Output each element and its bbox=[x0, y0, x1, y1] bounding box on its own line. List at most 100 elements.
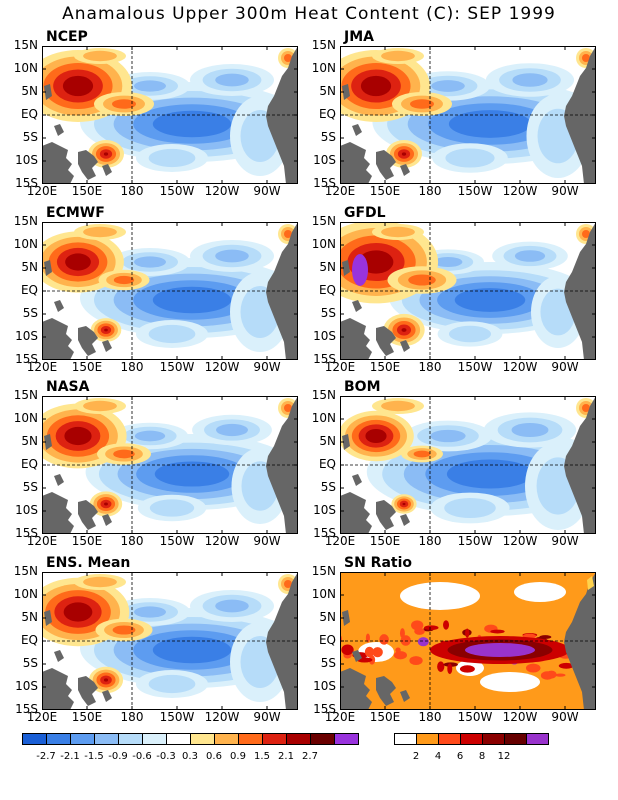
lat-label: EQ bbox=[20, 283, 38, 297]
colorbar-label: 2.1 bbox=[278, 751, 294, 762]
lat-label: 15N bbox=[311, 38, 336, 52]
lat-label: 15S bbox=[313, 702, 336, 716]
colorbar-label: 2 bbox=[412, 751, 420, 762]
lon-label: 180 bbox=[418, 360, 442, 374]
lon-label: 120W bbox=[502, 360, 538, 374]
lon-label: 150E bbox=[369, 710, 401, 724]
lat-label: 10N bbox=[13, 237, 38, 251]
lat-label: 10S bbox=[313, 329, 336, 343]
lat-label: EQ bbox=[318, 457, 336, 471]
colorbar-label: 1.5 bbox=[254, 751, 270, 762]
lat-label: 10S bbox=[313, 679, 336, 693]
lon-label: 150E bbox=[71, 360, 103, 374]
map-panel-ncep: NCEP 15N 10N 5N EQ 5S 10S 15S 120E 150E 180 150W 120… bbox=[2, 29, 302, 202]
map-panel-ecmwf: ECMWF 15N 10N 5N EQ 5S 10S 15S 120E 150E 180 150W 12… bbox=[2, 205, 302, 378]
colorbar-swatch bbox=[214, 733, 239, 745]
lon-label: 150W bbox=[457, 710, 493, 724]
lat-label: 15S bbox=[15, 702, 38, 716]
lat-label: 5N bbox=[21, 434, 38, 448]
colorbar-swatch bbox=[46, 733, 71, 745]
lon-label: 120E bbox=[324, 710, 356, 724]
lat-label: 10N bbox=[13, 61, 38, 75]
lat-label: 10N bbox=[311, 237, 336, 251]
lon-label: 120W bbox=[502, 534, 538, 548]
lon-label: 90W bbox=[253, 710, 281, 724]
colorbar-swatch bbox=[94, 733, 119, 745]
colorbar-label: -2.1 bbox=[60, 751, 80, 762]
lat-label: 15N bbox=[311, 388, 336, 402]
colorbar-label: -2.7 bbox=[36, 751, 56, 762]
lat-label: EQ bbox=[318, 107, 336, 121]
colorbar-swatch bbox=[460, 733, 483, 745]
colorbar-swatch bbox=[286, 733, 311, 745]
colorbar-label: 8 bbox=[478, 751, 486, 762]
map-panel-jma: JMA 15N 10N 5N EQ 5S 10S 15S 120E 150E 180 150W 120W… bbox=[300, 29, 600, 202]
lon-label: 120E bbox=[324, 360, 356, 374]
lon-label: 180 bbox=[120, 360, 144, 374]
panel-title: BOM bbox=[344, 379, 381, 395]
panel-title: ENS. Mean bbox=[46, 555, 131, 571]
lon-label: 120E bbox=[324, 534, 356, 548]
lat-label: 5S bbox=[22, 130, 38, 144]
map-frame bbox=[42, 46, 298, 184]
lat-label: 15N bbox=[13, 388, 38, 402]
lon-label: 180 bbox=[120, 184, 144, 198]
lat-label: 5S bbox=[320, 656, 336, 670]
colorbar-swatch bbox=[22, 733, 47, 745]
map-panel-gfdl: GFDL 15N 10N 5N EQ 5S 10S 15S 120E 150E 180 150W 120… bbox=[300, 205, 600, 378]
lat-label: 5S bbox=[22, 656, 38, 670]
lon-label: 150E bbox=[71, 534, 103, 548]
colorbar-label: 12 bbox=[497, 751, 511, 762]
colorbar-swatch bbox=[262, 733, 287, 745]
map-panel-sn-ratio: SN Ratio 15N 10N 5N EQ 5S 10S 15S 120E 150E 180 150… bbox=[300, 555, 600, 728]
lon-label: 90W bbox=[551, 184, 579, 198]
lat-label: 15S bbox=[15, 352, 38, 366]
panel-title: NASA bbox=[46, 379, 90, 395]
lat-label: 5S bbox=[320, 130, 336, 144]
lat-label: 15S bbox=[313, 352, 336, 366]
colorbar-label: 0.3 bbox=[182, 751, 198, 762]
lat-label: 15S bbox=[313, 526, 336, 540]
lat-label: 15N bbox=[311, 564, 336, 578]
lon-label: 150W bbox=[159, 184, 195, 198]
lon-label: 120W bbox=[502, 710, 538, 724]
map-panel-bom: BOM 15N 10N 5N EQ 5S 10S 15S 120E 150E 180 150W 120W… bbox=[300, 379, 600, 552]
lon-label: 90W bbox=[253, 184, 281, 198]
lat-label: 10S bbox=[15, 503, 38, 517]
colorbar-label: 6 bbox=[456, 751, 464, 762]
lon-label: 90W bbox=[253, 360, 281, 374]
lat-label: EQ bbox=[20, 633, 38, 647]
lon-label: 150E bbox=[369, 184, 401, 198]
lon-label: 180 bbox=[120, 534, 144, 548]
lat-label: 10S bbox=[313, 503, 336, 517]
lat-label: 5N bbox=[319, 610, 336, 624]
colorbar-label: 0.9 bbox=[230, 751, 246, 762]
lat-label: 5N bbox=[21, 260, 38, 274]
colorbar-swatch bbox=[190, 733, 215, 745]
colorbar-swatch bbox=[482, 733, 505, 745]
lat-label: 10S bbox=[15, 329, 38, 343]
lon-label: 150W bbox=[457, 360, 493, 374]
lat-label: 5S bbox=[22, 306, 38, 320]
colorbar-sn-ratio: 2 4 6 8 12 bbox=[394, 733, 549, 769]
panel-title: SN Ratio bbox=[344, 555, 413, 571]
lat-label: 5N bbox=[319, 84, 336, 98]
lat-label: 5N bbox=[21, 610, 38, 624]
colorbar-label: -0.9 bbox=[108, 751, 128, 762]
lat-label: 15N bbox=[13, 214, 38, 228]
colorbar-swatch bbox=[334, 733, 359, 745]
colorbar-swatch bbox=[238, 733, 263, 745]
lat-label: 5S bbox=[320, 306, 336, 320]
lat-label: 10S bbox=[15, 679, 38, 693]
colorbar-swatch bbox=[504, 733, 527, 745]
lon-label: 150E bbox=[71, 710, 103, 724]
lat-label: 15S bbox=[15, 526, 38, 540]
lat-label: 10N bbox=[13, 587, 38, 601]
map-frame bbox=[340, 222, 596, 360]
colorbar-label: -1.5 bbox=[84, 751, 104, 762]
lat-label: 10N bbox=[311, 411, 336, 425]
panel-title: JMA bbox=[344, 29, 374, 45]
lat-label: 15N bbox=[13, 564, 38, 578]
lat-label: 15S bbox=[15, 176, 38, 190]
lat-label: EQ bbox=[20, 107, 38, 121]
